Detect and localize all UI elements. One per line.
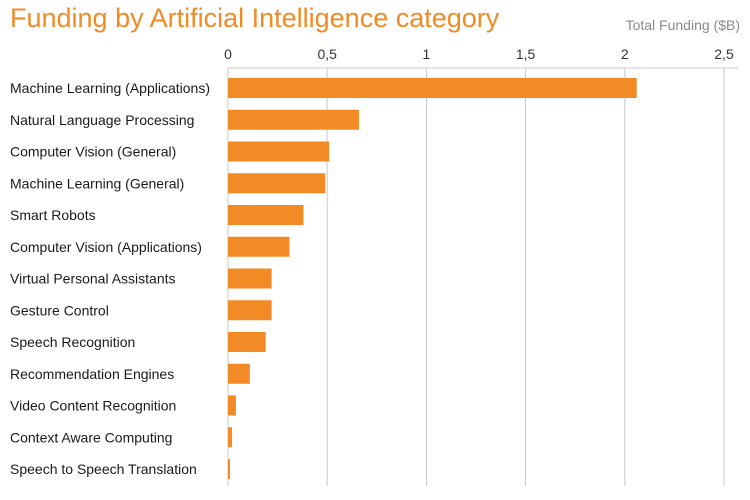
bar bbox=[228, 395, 236, 416]
bar bbox=[228, 78, 637, 98]
category-label: Smart Robots bbox=[10, 207, 96, 223]
bar bbox=[228, 141, 330, 162]
category-label: Video Content Recognition bbox=[10, 398, 176, 414]
bars bbox=[228, 78, 637, 479]
category-label: Computer Vision (Applications) bbox=[10, 239, 202, 255]
bar bbox=[228, 459, 230, 479]
category-label: Machine Learning (General) bbox=[10, 175, 184, 191]
category-label: Natural Language Processing bbox=[10, 112, 194, 128]
category-labels: Machine Learning (Applications) Natural L… bbox=[10, 80, 210, 477]
bar bbox=[228, 332, 266, 352]
axis-unit-label: Total Funding ($B) bbox=[625, 17, 740, 33]
category-label: Speech Recognition bbox=[10, 334, 135, 350]
bar bbox=[228, 236, 290, 257]
bar bbox=[228, 205, 304, 225]
category-label: Recommendation Engines bbox=[10, 366, 174, 382]
x-tick-label: 0 bbox=[224, 46, 232, 62]
category-label: Gesture Control bbox=[10, 302, 109, 318]
chart-title: Funding by Artificial Intelligence categ… bbox=[10, 3, 500, 33]
category-label: Context Aware Computing bbox=[10, 429, 172, 445]
x-tick-label: 1 bbox=[423, 46, 431, 62]
x-tick-label: 2,5 bbox=[714, 46, 734, 62]
x-tick-label: 2 bbox=[621, 46, 629, 62]
bar bbox=[228, 363, 250, 384]
category-label: Virtual Personal Assistants bbox=[10, 271, 176, 287]
gridlines bbox=[227, 67, 738, 486]
x-tick-label: 0,5 bbox=[317, 46, 337, 62]
x-tick-label: 1,5 bbox=[516, 46, 536, 62]
bar bbox=[228, 300, 272, 321]
bar bbox=[228, 173, 326, 194]
x-axis-ticks: 0 0,5 1 1,5 2 2,5 bbox=[224, 46, 734, 62]
bar bbox=[228, 109, 359, 130]
category-label: Computer Vision (General) bbox=[10, 144, 176, 160]
category-label: Machine Learning (Applications) bbox=[10, 80, 210, 96]
category-label: Speech to Speech Translation bbox=[10, 461, 197, 477]
bar bbox=[228, 427, 232, 448]
bar bbox=[228, 268, 272, 289]
